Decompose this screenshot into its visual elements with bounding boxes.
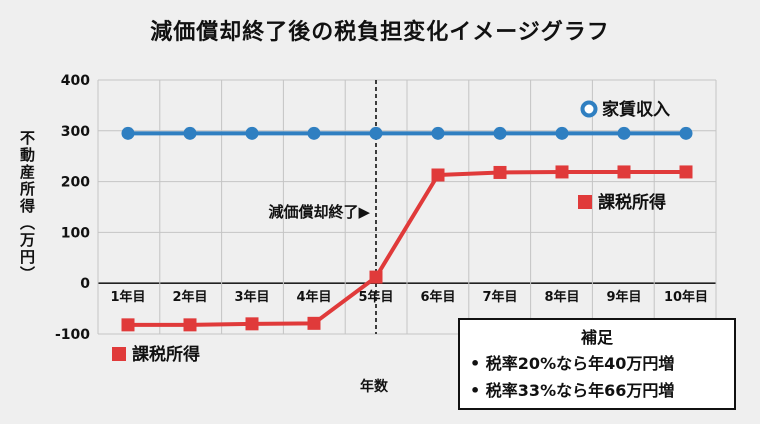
data-point (369, 126, 383, 140)
data-point (493, 165, 507, 179)
data-point (245, 126, 259, 140)
note-line-33: • 税率33%なら年66万円増 (470, 381, 675, 400)
x-ticks: 1年目 2年目 3年目 4年目 5年目 6年目 7年目 8年目 9年目 10年目 (110, 289, 708, 305)
x-tick-label: 10年目 (664, 289, 708, 305)
x-tick-label: 7年目 (482, 289, 517, 305)
data-point (307, 316, 321, 330)
grid-lines (97, 79, 717, 335)
x-tick-label: 1年目 (110, 289, 145, 305)
note-box: 補足 • 税率20%なら年40万円増 • 税率33%なら年66万円増 (458, 318, 736, 410)
data-point (617, 165, 631, 179)
x-tick-label: 6年目 (420, 289, 455, 305)
taxable-legend-marker-bottom (112, 347, 126, 361)
x-tick-label: 9年目 (606, 289, 641, 305)
data-point (431, 126, 445, 140)
data-point (369, 270, 383, 284)
taxable-legend-label-bottom: 課税所得 (132, 344, 200, 365)
x-tick-label: 4年目 (296, 289, 331, 305)
x-axis-label: 年数 (360, 379, 388, 395)
x-tick-label: 3年目 (234, 289, 269, 305)
y-tick-label: 0 (80, 276, 90, 292)
data-point (679, 126, 693, 140)
y-tick-label: -100 (55, 327, 90, 343)
income-legend-marker (580, 100, 598, 118)
series-group (121, 126, 693, 332)
data-point (555, 165, 569, 179)
y-ticks: 400 300 200 100 0 -100 (55, 73, 90, 343)
data-point (617, 126, 631, 140)
taxable-legend-marker-top (578, 195, 592, 209)
y-tick-label: 200 (61, 175, 90, 191)
y-tick-label: 300 (61, 124, 90, 140)
series-line (128, 169, 686, 327)
y-tick-label: 100 (61, 225, 90, 241)
note-line-20: • 税率20%なら年40万円増 (470, 354, 675, 373)
note-title: 補足 (580, 328, 613, 347)
data-point (183, 318, 197, 332)
chart-title: 減価償却終了後の税負担変化イメージグラフ (150, 20, 610, 45)
data-point (555, 126, 569, 140)
income-legend-label: 家賃収入 (602, 99, 670, 120)
data-point (307, 126, 321, 140)
depreciation-end-label: 減価償却終了▶ (268, 203, 370, 221)
y-axis-label: 不動産所得（万円） (18, 130, 36, 283)
data-point (431, 168, 445, 182)
data-point (121, 126, 135, 140)
taxable-legend-label-top: 課税所得 (598, 192, 666, 213)
data-point (183, 126, 197, 140)
x-tick-label: 8年目 (544, 289, 579, 305)
data-point (245, 317, 259, 331)
x-tick-label: 2年目 (172, 289, 207, 305)
data-point (679, 165, 693, 179)
y-tick-label: 400 (61, 73, 90, 89)
data-point (121, 318, 135, 332)
data-point (493, 126, 507, 140)
